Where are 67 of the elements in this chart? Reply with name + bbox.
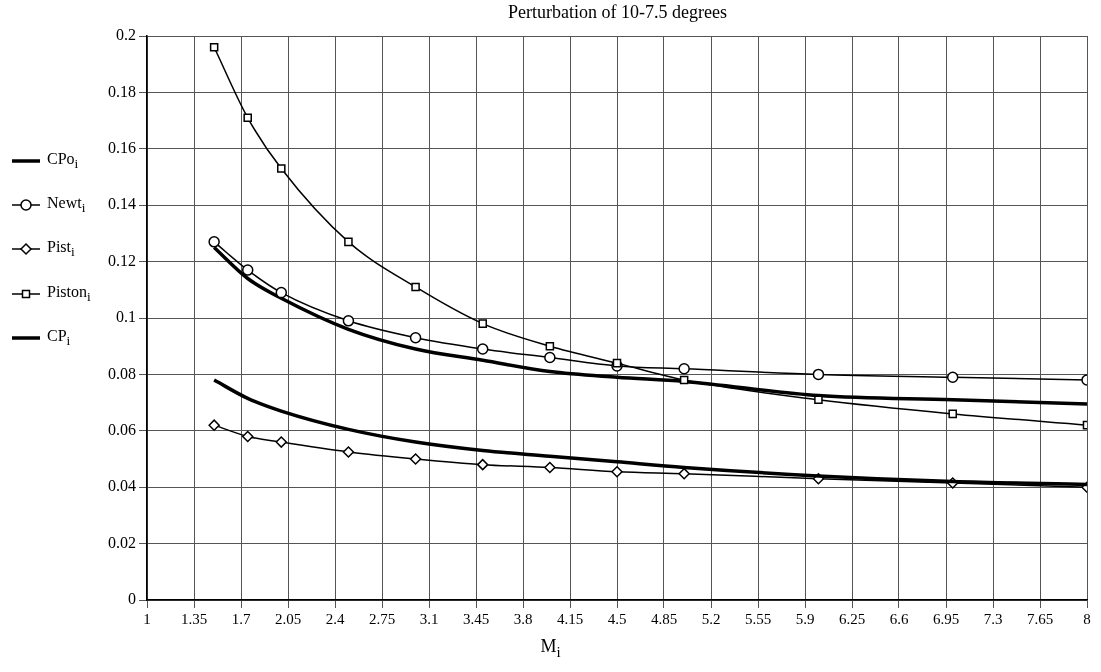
x-axis-title: M$_{i}$ — [539, 636, 562, 661]
x-tick-label: 3.1 — [419, 610, 439, 627]
point — [476, 458, 489, 471]
x-tick-label: 3.8 — [513, 610, 533, 627]
point — [409, 453, 422, 465]
point — [241, 430, 254, 443]
point — [946, 371, 959, 383]
y-tick-label: 0.14 — [108, 195, 136, 213]
x-tick-label: 1.35 — [180, 610, 208, 627]
x-tick-label: 5.9 — [795, 610, 815, 627]
point — [208, 236, 220, 248]
x-tick-label: 2.4 — [325, 610, 345, 627]
point — [611, 465, 623, 478]
legend-label: Newt$_{i}$ — [47, 194, 86, 217]
legend-label: CP$_{i}$ — [47, 326, 71, 349]
y-tick-label: 0.16 — [108, 139, 136, 156]
x-tick-label: 4.85 — [650, 610, 678, 627]
point — [679, 375, 689, 385]
chart-title: Perturbation of 10-7.5 degrees — [507, 2, 728, 23]
point — [678, 363, 690, 375]
y-tick-label: 0.02 — [108, 533, 136, 551]
y-tick-label: 0.18 — [108, 82, 136, 100]
x-tick-label: 1 — [143, 610, 151, 627]
point — [612, 358, 622, 368]
point — [209, 42, 219, 52]
x-tick-label: 5.55 — [744, 610, 772, 627]
legend-label: Pist$_{i}$ — [47, 238, 75, 261]
x-tick-label: 4.15 — [556, 610, 584, 627]
y-tick-label: 0.12 — [108, 251, 136, 269]
point — [544, 351, 556, 364]
x-tick-label: 7.65 — [1026, 610, 1054, 627]
x-tick-label: 7.3 — [983, 610, 1003, 627]
y-tick-label: 0 — [128, 590, 136, 608]
x-tick-label: 6.6 — [889, 610, 909, 627]
point — [277, 164, 286, 173]
y-tick-label: 0.08 — [108, 364, 136, 382]
x-tick-label: 5.2 — [701, 610, 721, 627]
y-tick-label: 0.06 — [108, 421, 136, 438]
point — [241, 264, 254, 276]
point — [342, 446, 355, 458]
point — [545, 341, 555, 351]
point — [411, 282, 420, 292]
legend-label: Piston$_{i}$ — [47, 282, 91, 305]
x-tick-label: 1.7 — [231, 610, 251, 627]
x-tick-label: 8 — [1083, 610, 1091, 627]
x-tick-label: 6.25 — [838, 610, 866, 627]
point — [243, 113, 252, 123]
point — [275, 286, 288, 299]
point — [342, 315, 355, 327]
point — [409, 331, 422, 344]
point — [478, 319, 487, 328]
x-tick-label: 4.5 — [607, 610, 627, 627]
legend-label: CPo$_{i}$ — [47, 150, 79, 173]
x-tick-label: 2.05 — [274, 610, 302, 627]
point — [948, 409, 957, 419]
point — [344, 237, 353, 247]
y-tick-label: 0.1 — [116, 308, 136, 326]
point — [208, 419, 220, 431]
y-tick-label: 0.04 — [108, 477, 136, 495]
x-tick-label: 6.95 — [932, 610, 960, 627]
x-tick-label: 2.75 — [368, 610, 396, 627]
y-tick-label: 0.2 — [116, 26, 136, 44]
point — [275, 436, 288, 448]
point — [476, 343, 489, 355]
point — [812, 368, 825, 381]
point — [544, 461, 556, 474]
x-tick-label: 3.45 — [462, 610, 490, 627]
